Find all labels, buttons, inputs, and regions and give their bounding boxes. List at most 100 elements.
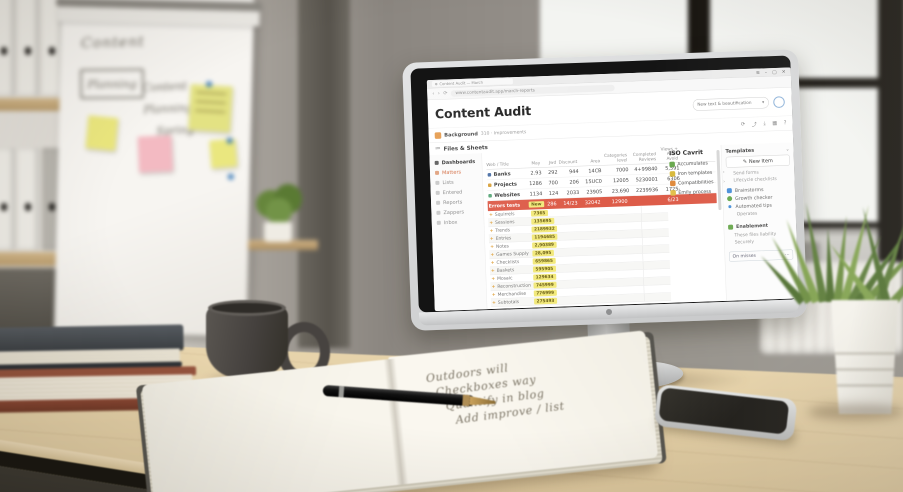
detail-label-text: Entries <box>495 235 512 242</box>
view-label[interactable]: Files & Sheets <box>443 143 488 152</box>
sidebar-item-icon <box>436 200 441 205</box>
sidebar-item-icon <box>435 190 440 195</box>
rp-links: Send forms Lifecycle checklists <box>726 168 790 184</box>
wall-shadow-band <box>298 0 350 348</box>
forward-icon[interactable]: › <box>437 90 440 97</box>
binder-hole <box>1 47 7 56</box>
detail-label-text: Reconstruction <box>497 282 532 290</box>
enablement-section[interactable]: Enablement <box>728 222 792 230</box>
share-icon[interactable]: ⤴ <box>751 121 758 128</box>
sidebar-item-inbox[interactable]: Inbox <box>432 216 484 228</box>
browser-nav: ‹ › ⟳ <box>432 90 448 97</box>
tool-label: Automated tips <box>735 202 773 210</box>
column-header[interactable]: Area <box>590 158 601 165</box>
detail-label-text: Baskets <box>496 267 515 274</box>
minimize-icon[interactable]: – <box>764 69 768 76</box>
highlight-value: 2189932 <box>531 225 558 233</box>
screen: Content Audit — March ≡ – ▢ ✕ ‹ › ⟳ www.conte… <box>426 67 799 312</box>
panel-item[interactable]: Securely <box>734 239 755 246</box>
iso-item-label: Iron templates <box>677 169 713 177</box>
close-icon[interactable]: ✕ <box>781 68 786 75</box>
column-divider <box>641 237 643 246</box>
cell-value: 1134 <box>529 190 543 197</box>
download-icon[interactable]: ⤓ <box>763 120 766 127</box>
detail-label-text: Notes <box>495 243 510 250</box>
detail-label-text: Squirrels <box>494 211 515 218</box>
panel-link[interactable]: Lifecycle checklists <box>733 176 777 184</box>
status-icon <box>669 171 676 177</box>
collapse-icon[interactable]: ⌄ <box>785 146 790 152</box>
detail-label-text: Sessions <box>495 219 515 226</box>
chevron-down-icon: ▾ <box>762 99 765 105</box>
refresh-icon[interactable]: ⟳ <box>443 90 448 97</box>
sidebar-item-label: Lists <box>442 179 454 186</box>
bullet-icon: + <box>491 292 496 298</box>
row-label: Projects <box>487 181 528 188</box>
bullet-icon: + <box>492 300 496 306</box>
refresh-icon[interactable]: ⟳ <box>740 120 746 127</box>
sidebar-item-label: Zappers <box>443 209 465 216</box>
back-icon[interactable]: ‹ <box>432 90 435 97</box>
cell-value: 2239936 <box>635 186 659 194</box>
header-right: New text & beautification ▾ <box>692 95 785 111</box>
row-label-text: Banks <box>493 171 511 178</box>
column-header[interactable]: Discount <box>558 159 578 166</box>
panel-tool-operates[interactable]: Operates <box>728 209 792 219</box>
url-text: www.contentaudit.app/march-reports <box>455 87 535 96</box>
highlight-value: 28,095 <box>532 249 554 257</box>
cell-value: 4+99840 <box>634 165 658 173</box>
column-header[interactable]: Completed Reviews <box>632 151 657 163</box>
cell-value: 2.93 <box>530 169 542 176</box>
avatar[interactable] <box>773 95 785 108</box>
sidebar-item-icon <box>434 170 440 175</box>
column-divider <box>641 213 642 222</box>
grid-icon[interactable]: ▦ <box>772 119 778 126</box>
maximize-icon[interactable]: ▢ <box>772 69 777 75</box>
search-dropdown[interactable]: New text & beautification ▾ <box>692 96 769 111</box>
alert-row-label: Errors tests <box>488 202 521 209</box>
cell-value: 206 <box>569 179 580 185</box>
highlight-value: 135695 <box>531 217 555 225</box>
row-label: Websites <box>487 191 528 198</box>
bullet-icon: + <box>488 212 493 218</box>
enablement-label: Enablement <box>736 222 769 230</box>
app-body: Dashboards Matters Lists Entered Reports Zapp… <box>429 142 799 312</box>
shelf-plant-pot <box>264 222 292 242</box>
bullet-icon: + <box>490 252 495 258</box>
new-item-button[interactable]: ✎ New Item <box>725 154 791 168</box>
column-header[interactable]: Jwd <box>548 160 557 166</box>
detail-label-text: Merchandise <box>497 291 527 298</box>
alert-cell-value: 286 <box>547 200 557 207</box>
highlight-value: 776999 <box>533 289 557 297</box>
scrollbar-thumb[interactable] <box>716 149 722 211</box>
column-header[interactable]: May <box>531 160 541 167</box>
row-marker-icon <box>488 193 492 198</box>
menu-icon[interactable]: ≡ <box>755 69 760 76</box>
mug-rim <box>208 300 286 316</box>
column-header[interactable]: Web / Title <box>486 161 509 168</box>
tool-label: Brainstorms <box>734 186 764 194</box>
column-divider <box>641 221 643 230</box>
row-label: Banks <box>487 170 528 177</box>
column-header[interactable]: Categories level <box>604 152 628 164</box>
tab-title: Content Audit — March <box>439 79 483 86</box>
tool-label: Growth checker <box>735 194 773 202</box>
detail-label: + Checklists <box>490 259 533 265</box>
plant-shadow <box>808 404 903 420</box>
detail-label: + Reconstruction <box>490 283 533 289</box>
row-marker-icon <box>487 172 492 177</box>
column-divider <box>643 293 645 302</box>
iso-item-label: Emily process <box>678 188 712 196</box>
detail-label-text: Trends <box>495 227 511 234</box>
status-icon <box>669 161 675 168</box>
help-icon[interactable]: ? <box>783 119 787 126</box>
main-content: Web / Title May Jwd Discount Area Categories … <box>482 145 725 311</box>
cell-value: 23905 <box>586 188 603 195</box>
detail-label-text: Mosaic <box>496 275 513 282</box>
detail-rows: + Squirrels 7365 + Sessions 135695 + Trends 2189… <box>487 203 720 308</box>
sidebar-item-icon <box>436 220 441 225</box>
detail-label: + Mosaic <box>490 275 533 282</box>
alert-cell-value: 12900 <box>611 198 628 205</box>
binder-hole <box>1 203 7 212</box>
highlight-value: 1194685 <box>531 233 558 241</box>
